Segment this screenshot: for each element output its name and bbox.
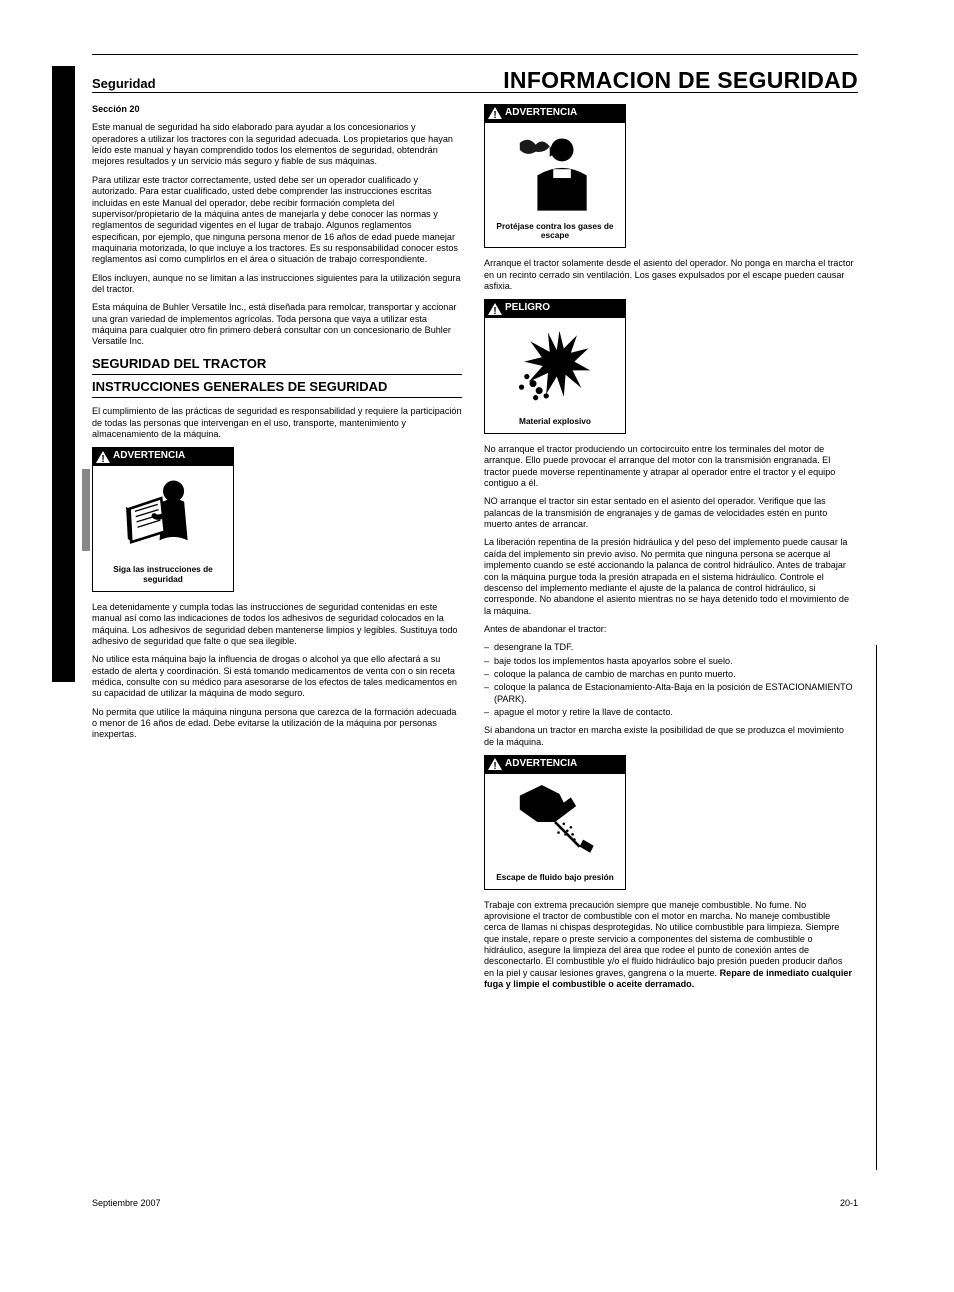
svg-text:!: ! [493,761,496,770]
intro-p3: Ellos incluyen, aunque no se limitan a l… [92,273,462,296]
alert-icon: ! [488,303,502,315]
bullet: coloque la palanca de cambio de marchas … [484,669,854,680]
sidebar-section-label: Seguridad [55,676,75,1292]
right-margin-rule [876,645,877,1170]
intro-p4: Esta máquina de Buhler Versatile Inc., e… [92,302,462,347]
page: Seguridad Seguridad INFORMACION DE SEGUR… [0,0,954,1235]
warning-box-exhaust: ! ADVERTENCIA Protéjase contra los gases… [484,104,626,248]
intro-p1: Este manual de seguridad ha sido elabora… [92,122,462,167]
fluid-p1: Trabaje con extrema precaución siempre q… [484,900,854,991]
svg-text:!: ! [493,306,496,315]
warning-pictogram-exhaust [485,123,625,219]
alert-icon: ! [488,758,502,770]
bullet: desengrane la TDF. [484,642,854,653]
left-column: Sección 20 Este manual de seguridad ha s… [92,104,462,748]
warning-caption: Escape de fluido bajo presión [485,870,625,889]
intro-p2: Para utilizar este tractor correctamente… [92,175,462,266]
explosive-bullets: desengrane la TDF. baje todos los implem… [484,642,854,718]
sidebar-black-bar [52,66,75,682]
header-right: INFORMACION DE SEGURIDAD [503,66,858,95]
explosive-p1: No arranque el tractor produciendo un co… [484,444,854,489]
rule-top-thin [92,54,858,55]
warning-caption: Siga las instrucciones de seguridad [93,562,233,591]
gen-safety-p2: Lea detenidamente y cumpla todas las ins… [92,602,462,647]
alert-icon: ! [488,107,502,119]
warning-label: ADVERTENCIA [113,450,185,463]
section-number: Sección 20 [92,104,462,115]
warning-box-fluid-pressure: ! ADVERTENCIA Escape de fluido bajo pres… [484,755,626,889]
explosive-p3: La liberación repentina de la presión hi… [484,537,854,617]
warning-header: ! PELIGRO [485,300,625,318]
section-title: SEGURIDAD DEL TRACTOR [92,356,462,375]
footer-date: Septiembre 2007 [92,1198,161,1209]
explosive-bullets-intro: Antes de abandonar el tractor: [484,624,854,635]
warning-pictogram-read-manual [93,466,233,562]
warning-header: ! ADVERTENCIA [485,105,625,123]
warning-header: ! ADVERTENCIA [485,756,625,774]
gen-safety-p3: No utilice esta máquina bajo la influenc… [92,654,462,699]
footer-page: 20-1 [840,1198,858,1209]
svg-text:!: ! [493,110,496,119]
warning-label: ADVERTENCIA [505,758,577,771]
alert-icon: ! [96,451,110,463]
page-header: Seguridad INFORMACION DE SEGURIDAD [92,66,858,95]
warning-box-read-manual: ! ADVERTENCIA Siga las instrucciones de [92,447,234,591]
bullet: baje todos los implementos hasta apoyarl… [484,656,854,667]
sidebar-gray-bar [82,469,90,551]
gen-safety-p4: No permita que utilice la máquina ningun… [92,707,462,741]
svg-text:!: ! [101,454,104,463]
gen-safety-p1: El cumplimiento de las prácticas de segu… [92,406,462,440]
exhaust-p1: Arranque el tractor solamente desde el a… [484,258,854,292]
rule-top-thick [92,92,858,93]
warning-label: PELIGRO [505,302,550,315]
warning-box-explosive: ! PELIGRO Material explosivo [484,299,626,433]
bullet: coloque la palanca de Estacionamiento-Al… [484,682,854,705]
warning-caption: Protéjase contra los gases de escape [485,219,625,248]
warning-pictogram-fluid [485,774,625,870]
header-left: Seguridad [92,76,156,92]
explosive-p4: Si abandona un tractor en marcha existe … [484,725,854,748]
warning-pictogram-explosion [485,318,625,414]
section-subtitle: INSTRUCCIONES GENERALES DE SEGURIDAD [92,379,462,398]
warning-header: ! ADVERTENCIA [93,448,233,466]
right-column: ! ADVERTENCIA Protéjase contra los gases… [484,104,854,998]
bullet: apague el motor y retire la llave de con… [484,707,854,718]
page-footer: Septiembre 2007 20-1 [92,1198,858,1209]
explosive-p2: NO arranque el tractor sin estar sentado… [484,496,854,530]
warning-label: ADVERTENCIA [505,107,577,120]
warning-caption: Material explosivo [485,414,625,433]
